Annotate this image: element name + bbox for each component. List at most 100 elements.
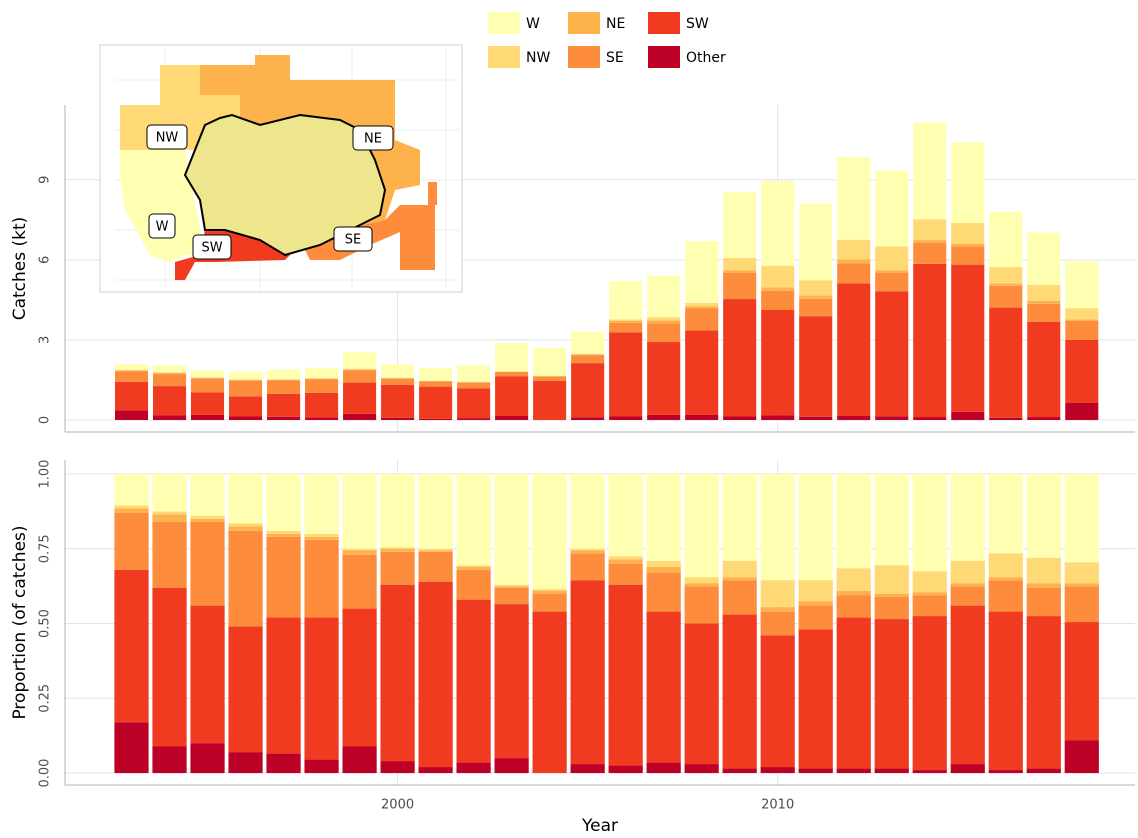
bar-segment — [647, 414, 681, 420]
bar-segment — [722, 768, 757, 774]
bar-segment — [1064, 583, 1099, 587]
bar-segment — [1026, 583, 1061, 588]
bar-segment — [760, 580, 795, 608]
bar-segment — [609, 320, 643, 323]
bar-segment — [380, 584, 415, 762]
bar-segment — [571, 331, 605, 354]
legend-swatch — [568, 12, 600, 34]
bar-segment — [305, 378, 339, 380]
bar-segment — [684, 764, 719, 774]
bar-segment — [228, 523, 263, 527]
bar-segment — [380, 761, 415, 774]
bar-segment — [342, 550, 377, 555]
bar-segment — [760, 635, 795, 768]
bar-segment — [152, 374, 187, 387]
bar-segment — [267, 416, 301, 420]
bar-segment — [342, 548, 377, 551]
bar-segment — [989, 285, 1023, 308]
bar-segment — [342, 608, 377, 747]
bar-segment — [836, 617, 871, 769]
bar-segment — [571, 417, 605, 420]
region-w — [120, 150, 205, 262]
bar-segment — [267, 379, 301, 381]
bar-segment — [114, 410, 149, 420]
legend-label: W — [526, 16, 540, 32]
bar-segment — [608, 559, 643, 564]
bar-segment — [685, 306, 719, 309]
bar-segment — [760, 607, 795, 612]
bar-segment — [646, 560, 681, 567]
bar-segment — [760, 474, 795, 581]
bar-segment — [494, 586, 529, 588]
bar-segment — [380, 551, 415, 585]
bar-segment — [381, 378, 415, 379]
bar-segment — [647, 320, 681, 324]
bar-segment — [532, 590, 567, 594]
bar-segment — [608, 474, 643, 557]
legend-label: NW — [526, 50, 550, 66]
bar-segment — [647, 275, 681, 318]
bar-segment — [875, 291, 909, 417]
bar-segment — [1026, 768, 1061, 774]
bar-segment — [495, 415, 529, 420]
bar-segment — [609, 319, 643, 321]
x-tick-label: 2010 — [761, 798, 794, 813]
bar-segment — [875, 270, 909, 273]
legend-swatch — [568, 46, 600, 68]
y-tick-label: 1.00 — [38, 460, 53, 489]
bar-segment — [228, 530, 263, 627]
bar-segment — [152, 365, 187, 373]
bar-segment — [229, 379, 263, 380]
bar-segment — [836, 474, 871, 569]
bar-segment — [1027, 303, 1061, 322]
bar-segment — [1027, 232, 1061, 285]
bar-segment — [609, 416, 643, 420]
bar-segment — [798, 605, 833, 630]
bar-segment — [761, 415, 795, 420]
bar-segment — [342, 474, 377, 549]
bar-segment — [114, 363, 149, 370]
bar-segment — [950, 764, 985, 774]
bar-segment — [570, 474, 605, 549]
bar-segment — [875, 416, 909, 420]
bar-segment — [913, 219, 947, 241]
bar-segment — [1064, 586, 1099, 623]
bar-segment — [381, 378, 415, 385]
bar-segment — [266, 753, 301, 774]
map-label-box — [146, 124, 188, 150]
bar-segment — [381, 417, 415, 420]
y-tick-label: 3 — [38, 336, 53, 344]
bar-segment — [608, 584, 643, 766]
bar-segment — [191, 392, 225, 415]
bar-segment — [988, 580, 1023, 612]
bar-segment — [1065, 261, 1099, 309]
bar-segment — [570, 580, 605, 765]
bar-segment — [342, 746, 377, 774]
bar-segment — [1026, 587, 1061, 617]
bar-segment — [419, 381, 453, 387]
bar-segment — [837, 157, 871, 240]
bar-segment — [760, 611, 795, 636]
bar-segment — [152, 511, 187, 515]
bar-segment — [989, 417, 1023, 420]
bar-segment — [685, 330, 719, 415]
bar-segment — [798, 474, 833, 581]
bar-segment — [266, 530, 301, 534]
bar-segment — [836, 590, 871, 596]
bar-segment — [646, 474, 681, 561]
bar-segment — [114, 381, 149, 411]
bar-segment — [495, 371, 529, 377]
bar-segment — [533, 375, 567, 377]
bar-segment — [951, 222, 985, 244]
bar-segment — [608, 563, 643, 585]
bar-segment — [533, 347, 567, 376]
bar-segment — [418, 581, 453, 768]
bar-segment — [875, 272, 909, 292]
bar-segment — [761, 287, 795, 291]
bar-segment — [761, 265, 795, 288]
bar-segment — [228, 474, 263, 524]
bar-segment — [989, 283, 1023, 286]
bar-segment — [494, 474, 529, 585]
bar-segment — [684, 586, 719, 624]
bar-segment — [608, 556, 643, 560]
